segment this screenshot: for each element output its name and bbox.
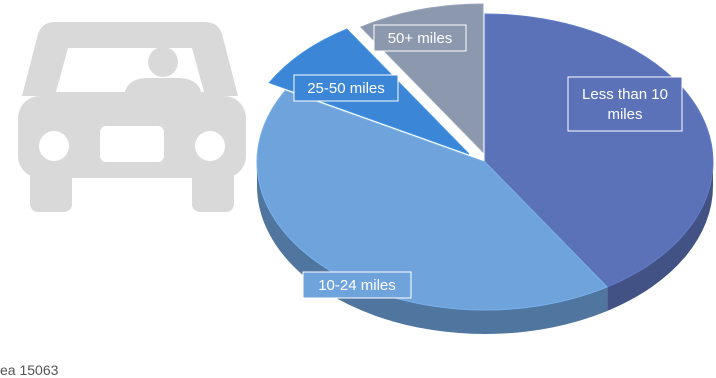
slice-label-text: 50+ miles — [388, 30, 453, 47]
footer-note: ea 15063 — [0, 362, 59, 378]
slice-label-text: miles — [607, 106, 642, 123]
car-with-driver-icon — [18, 22, 246, 212]
pie-slice-side — [607, 162, 713, 311]
slice-label-text: 10-24 miles — [318, 277, 396, 294]
slice-label-text: 25-50 miles — [307, 80, 385, 97]
slice-label-box — [293, 74, 399, 102]
pie-slice — [256, 90, 609, 311]
slice-label-box — [567, 76, 683, 132]
slice-label-box — [373, 24, 467, 52]
slice-label-box — [302, 271, 412, 299]
slice-label-text: Less than 10 — [582, 86, 668, 103]
